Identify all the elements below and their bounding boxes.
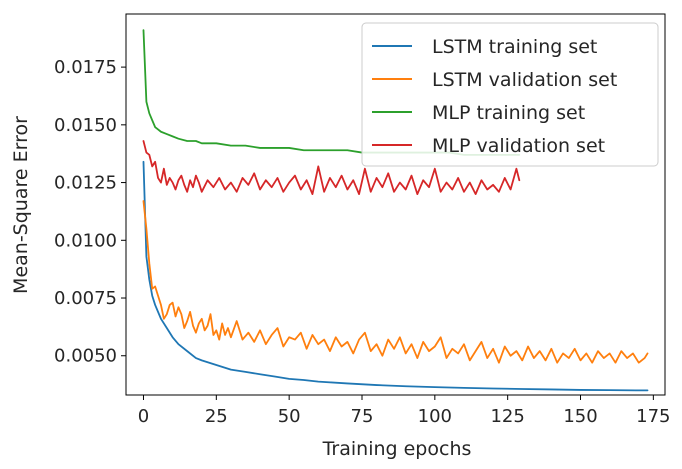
series-line-1 [142, 200, 649, 364]
legend-items: LSTM training set LSTM validation set MLP … [372, 36, 617, 157]
y-tick-label-5: 0.0175 [54, 57, 117, 78]
x-axis-ticks: 0 25 50 75 100 125 150 175 [138, 395, 671, 427]
legend-label-3: MLP validation set [432, 135, 605, 157]
y-tick-label-2: 0.0100 [54, 230, 117, 251]
legend: LSTM training set LSTM validation set MLP … [361, 22, 659, 167]
y-tick-label-0: 0.0050 [54, 346, 117, 367]
series-layer [142, 29, 649, 392]
x-tick-label-1: 25 [205, 406, 228, 427]
x-tick-label-4: 100 [418, 406, 452, 427]
y-tick-label-4: 0.0150 [54, 115, 117, 136]
plot-frame [125, 13, 666, 396]
x-tick-label-6: 150 [563, 406, 597, 427]
legend-box [361, 22, 659, 167]
x-axis-label: Training epochs [322, 438, 472, 460]
series-line-3 [142, 140, 521, 196]
x-tick-label-0: 0 [138, 406, 149, 427]
x-tick-label-5: 125 [490, 406, 524, 427]
x-tick-label-3: 75 [351, 406, 374, 427]
legend-label-1: LSTM validation set [432, 69, 617, 91]
x-tick-label-2: 50 [278, 406, 301, 427]
y-tick-label-1: 0.0075 [54, 288, 117, 309]
legend-label-0: LSTM training set [432, 36, 597, 58]
legend-label-2: MLP training set [432, 102, 585, 124]
y-axis-label: Mean-Square Error [10, 116, 32, 294]
y-tick-label-3: 0.0125 [54, 173, 117, 194]
y-axis-ticks: 0.0050 0.0075 0.0100 0.0125 0.0150 0.0175 [54, 57, 126, 367]
series-line-0 [142, 160, 649, 392]
x-tick-label-7: 175 [636, 406, 670, 427]
